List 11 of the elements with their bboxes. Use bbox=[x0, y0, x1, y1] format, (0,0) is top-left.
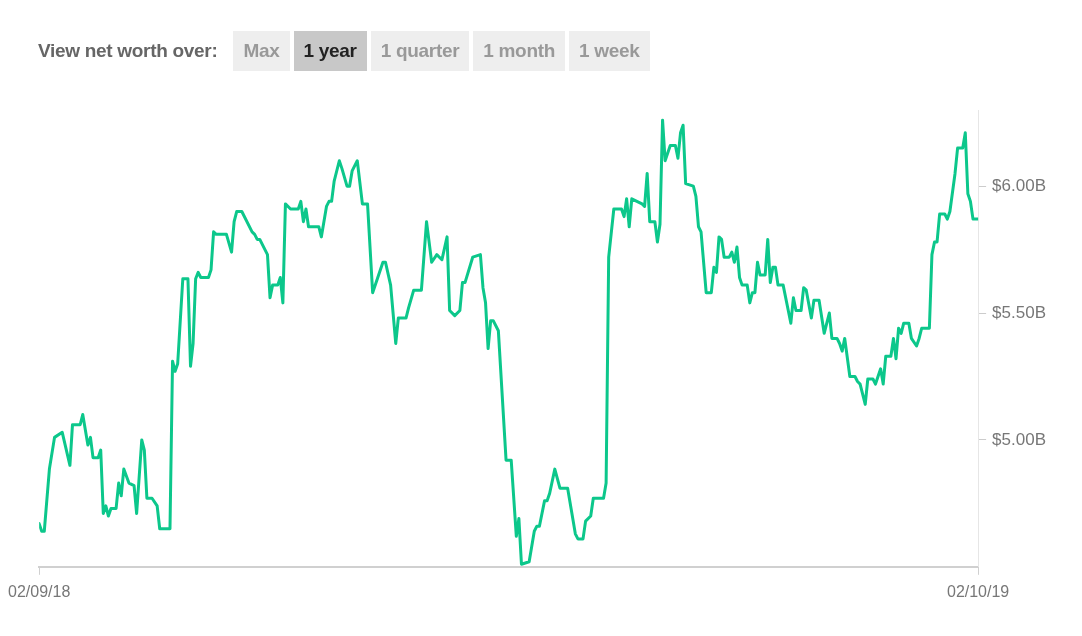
y-tick-label: $5.00B bbox=[992, 429, 1047, 449]
text: 1 week bbox=[569, 31, 650, 71]
y-tick-label: $6.00B bbox=[992, 175, 1047, 195]
text: Max bbox=[233, 31, 290, 71]
x-tick-label: 02/10/19 bbox=[946, 582, 1010, 600]
x-tick-label: 02/09/18 bbox=[8, 582, 71, 600]
text: View net worth over: bbox=[38, 40, 218, 62]
text: 1 year bbox=[293, 31, 367, 71]
text: 1 month bbox=[473, 31, 566, 71]
text: 1 quarter bbox=[370, 31, 470, 71]
y-tick-label: $5.50B bbox=[992, 302, 1047, 322]
